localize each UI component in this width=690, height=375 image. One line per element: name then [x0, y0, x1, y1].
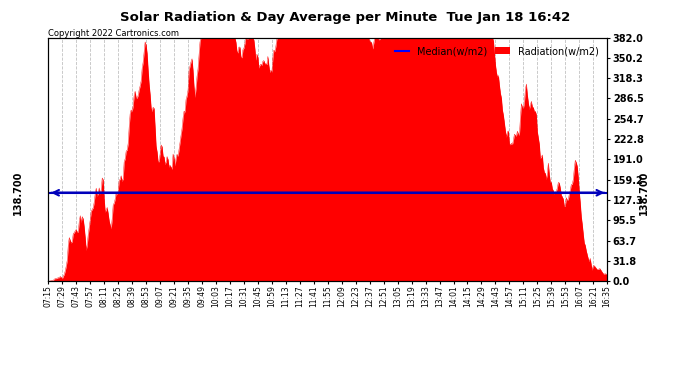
Text: 138.700: 138.700: [638, 171, 649, 215]
Text: 138.700: 138.700: [12, 171, 23, 215]
Text: Copyright 2022 Cartronics.com: Copyright 2022 Cartronics.com: [48, 28, 179, 38]
Text: Solar Radiation & Day Average per Minute  Tue Jan 18 16:42: Solar Radiation & Day Average per Minute…: [120, 11, 570, 24]
Legend: Median(w/m2), Radiation(w/m2): Median(w/m2), Radiation(w/m2): [391, 42, 602, 60]
